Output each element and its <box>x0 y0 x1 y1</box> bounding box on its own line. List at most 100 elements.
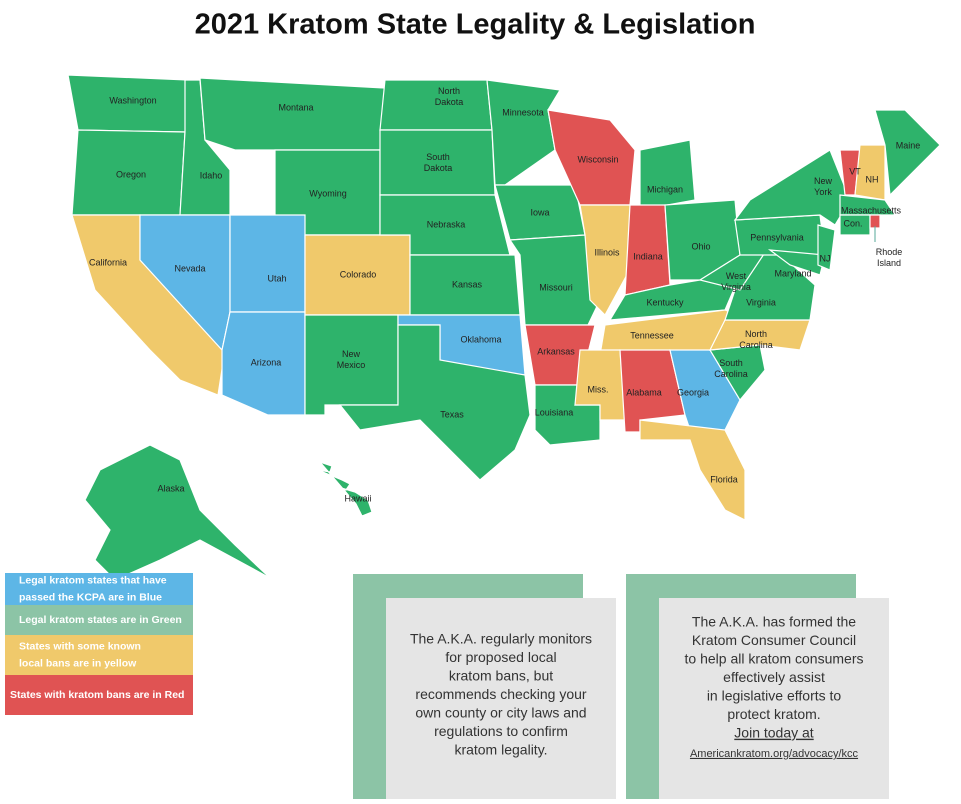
legend-swatch <box>5 675 193 715</box>
state <box>817 224 836 271</box>
state-label: North <box>745 329 767 339</box>
state-label: Kansas <box>452 279 483 289</box>
legend-text: Legal kratom states that have <box>19 574 167 586</box>
note-box <box>386 598 616 799</box>
state-label: Arkansas <box>537 346 575 356</box>
state-label: Mexico <box>337 360 366 370</box>
legend-swatch <box>5 573 193 605</box>
legend-text: passed the KCPA are in Blue <box>19 591 162 603</box>
note-text: to help all kratom consumers <box>685 651 864 667</box>
state-label: Kentucky <box>646 297 684 307</box>
note-text: in legislative efforts to <box>707 688 842 704</box>
state <box>199 77 386 151</box>
state-label: Alaska <box>157 483 184 493</box>
state <box>874 109 941 197</box>
state-label: Michigan <box>647 184 683 194</box>
state-label: West <box>726 271 747 281</box>
state-label: Arizona <box>251 357 282 367</box>
state-label: Washington <box>109 95 156 105</box>
state-label: Hawaii <box>344 493 371 503</box>
note-text: for proposed local <box>445 649 556 665</box>
state-label: Island <box>877 258 901 268</box>
note-text: recommends checking your <box>415 686 587 702</box>
note-box <box>659 598 889 799</box>
state-label: Louisiana <box>535 407 574 417</box>
note-text: kratom legality. <box>454 742 547 758</box>
state-label: Oregon <box>116 169 146 179</box>
state <box>84 444 271 581</box>
note-url[interactable]: Americankratom.org/advocacy/kcc <box>690 748 859 760</box>
state <box>486 79 561 186</box>
state-label: California <box>89 257 127 267</box>
note-text: The A.K.A. regularly monitors <box>410 631 592 647</box>
note-text: kratom bans, but <box>449 668 553 684</box>
state-label: Wisconsin <box>577 154 618 164</box>
state-label: Georgia <box>677 387 709 397</box>
state <box>869 214 881 229</box>
legend-swatch <box>5 605 193 635</box>
state-label: Rhode <box>876 247 903 257</box>
note-link[interactable]: Join today at <box>734 725 813 741</box>
note-text: The A.K.A. has formed the <box>692 614 856 630</box>
state-label: New <box>342 349 361 359</box>
state <box>733 149 851 226</box>
state-label: Nebraska <box>427 219 466 229</box>
state <box>639 419 746 521</box>
state-label: Idaho <box>200 170 223 180</box>
state-label: Ohio <box>691 241 710 251</box>
state-label: Missouri <box>539 282 573 292</box>
state <box>624 204 671 296</box>
state <box>839 194 897 216</box>
legend-text: States with kratom bans are in Red <box>10 689 184 701</box>
legend-swatch <box>5 635 193 675</box>
state-label: Dakota <box>424 163 453 173</box>
title: 2021 Kratom State Legality & Legislation <box>195 9 756 41</box>
state-label: Colorado <box>340 269 377 279</box>
state <box>767 249 826 276</box>
note-text: protect kratom. <box>727 706 820 722</box>
state-label: NJ <box>820 253 831 263</box>
legend-text: local bans are in yellow <box>19 657 137 669</box>
notes: The A.K.A. regularly monitors for propose… <box>353 574 889 799</box>
state-label: Minnesota <box>502 107 544 117</box>
state-label: Nevada <box>174 263 205 273</box>
note-text: regulations to confirm <box>434 723 568 739</box>
state-label: Montana <box>278 102 313 112</box>
state-label: Carolina <box>739 340 773 350</box>
state-label: Oklahoma <box>460 334 501 344</box>
state-label: VT <box>849 166 861 176</box>
state-label: Virginia <box>746 297 776 307</box>
state-label: Iowa <box>530 207 549 217</box>
state-label: South <box>719 358 743 368</box>
state-label: North <box>438 86 460 96</box>
state-label: Wyoming <box>309 188 346 198</box>
state-label: Florida <box>710 474 738 484</box>
state-label: South <box>426 152 450 162</box>
state-label: New <box>814 176 833 186</box>
state-label: Maine <box>896 140 921 150</box>
state-label: Miss. <box>588 384 609 394</box>
state <box>639 139 696 211</box>
state-label: Utah <box>267 273 286 283</box>
state-label: Illinois <box>594 247 620 257</box>
note-text: Kratom Consumer Council <box>692 632 856 648</box>
state-label: Pennsylvania <box>750 232 804 242</box>
state-label: Maryland <box>774 268 811 278</box>
state-label: NH <box>866 174 879 184</box>
state-label: York <box>814 187 832 197</box>
state <box>839 214 871 236</box>
note-text: own county or city laws and <box>415 705 586 721</box>
legend-text: States with some known <box>19 640 141 652</box>
state-label: Texas <box>440 409 464 419</box>
state-label: Con. <box>843 218 862 228</box>
state <box>229 214 306 313</box>
state-label: Carolina <box>714 369 748 379</box>
state <box>338 324 531 481</box>
state-label: Alabama <box>626 387 662 397</box>
state-label: Virginia <box>721 282 751 292</box>
state-label: Indiana <box>633 251 663 261</box>
state-label: Tennessee <box>630 330 674 340</box>
state-label: Dakota <box>435 97 464 107</box>
us-map: Washington Oregon California Idaho Nevada Mon… <box>67 74 941 581</box>
